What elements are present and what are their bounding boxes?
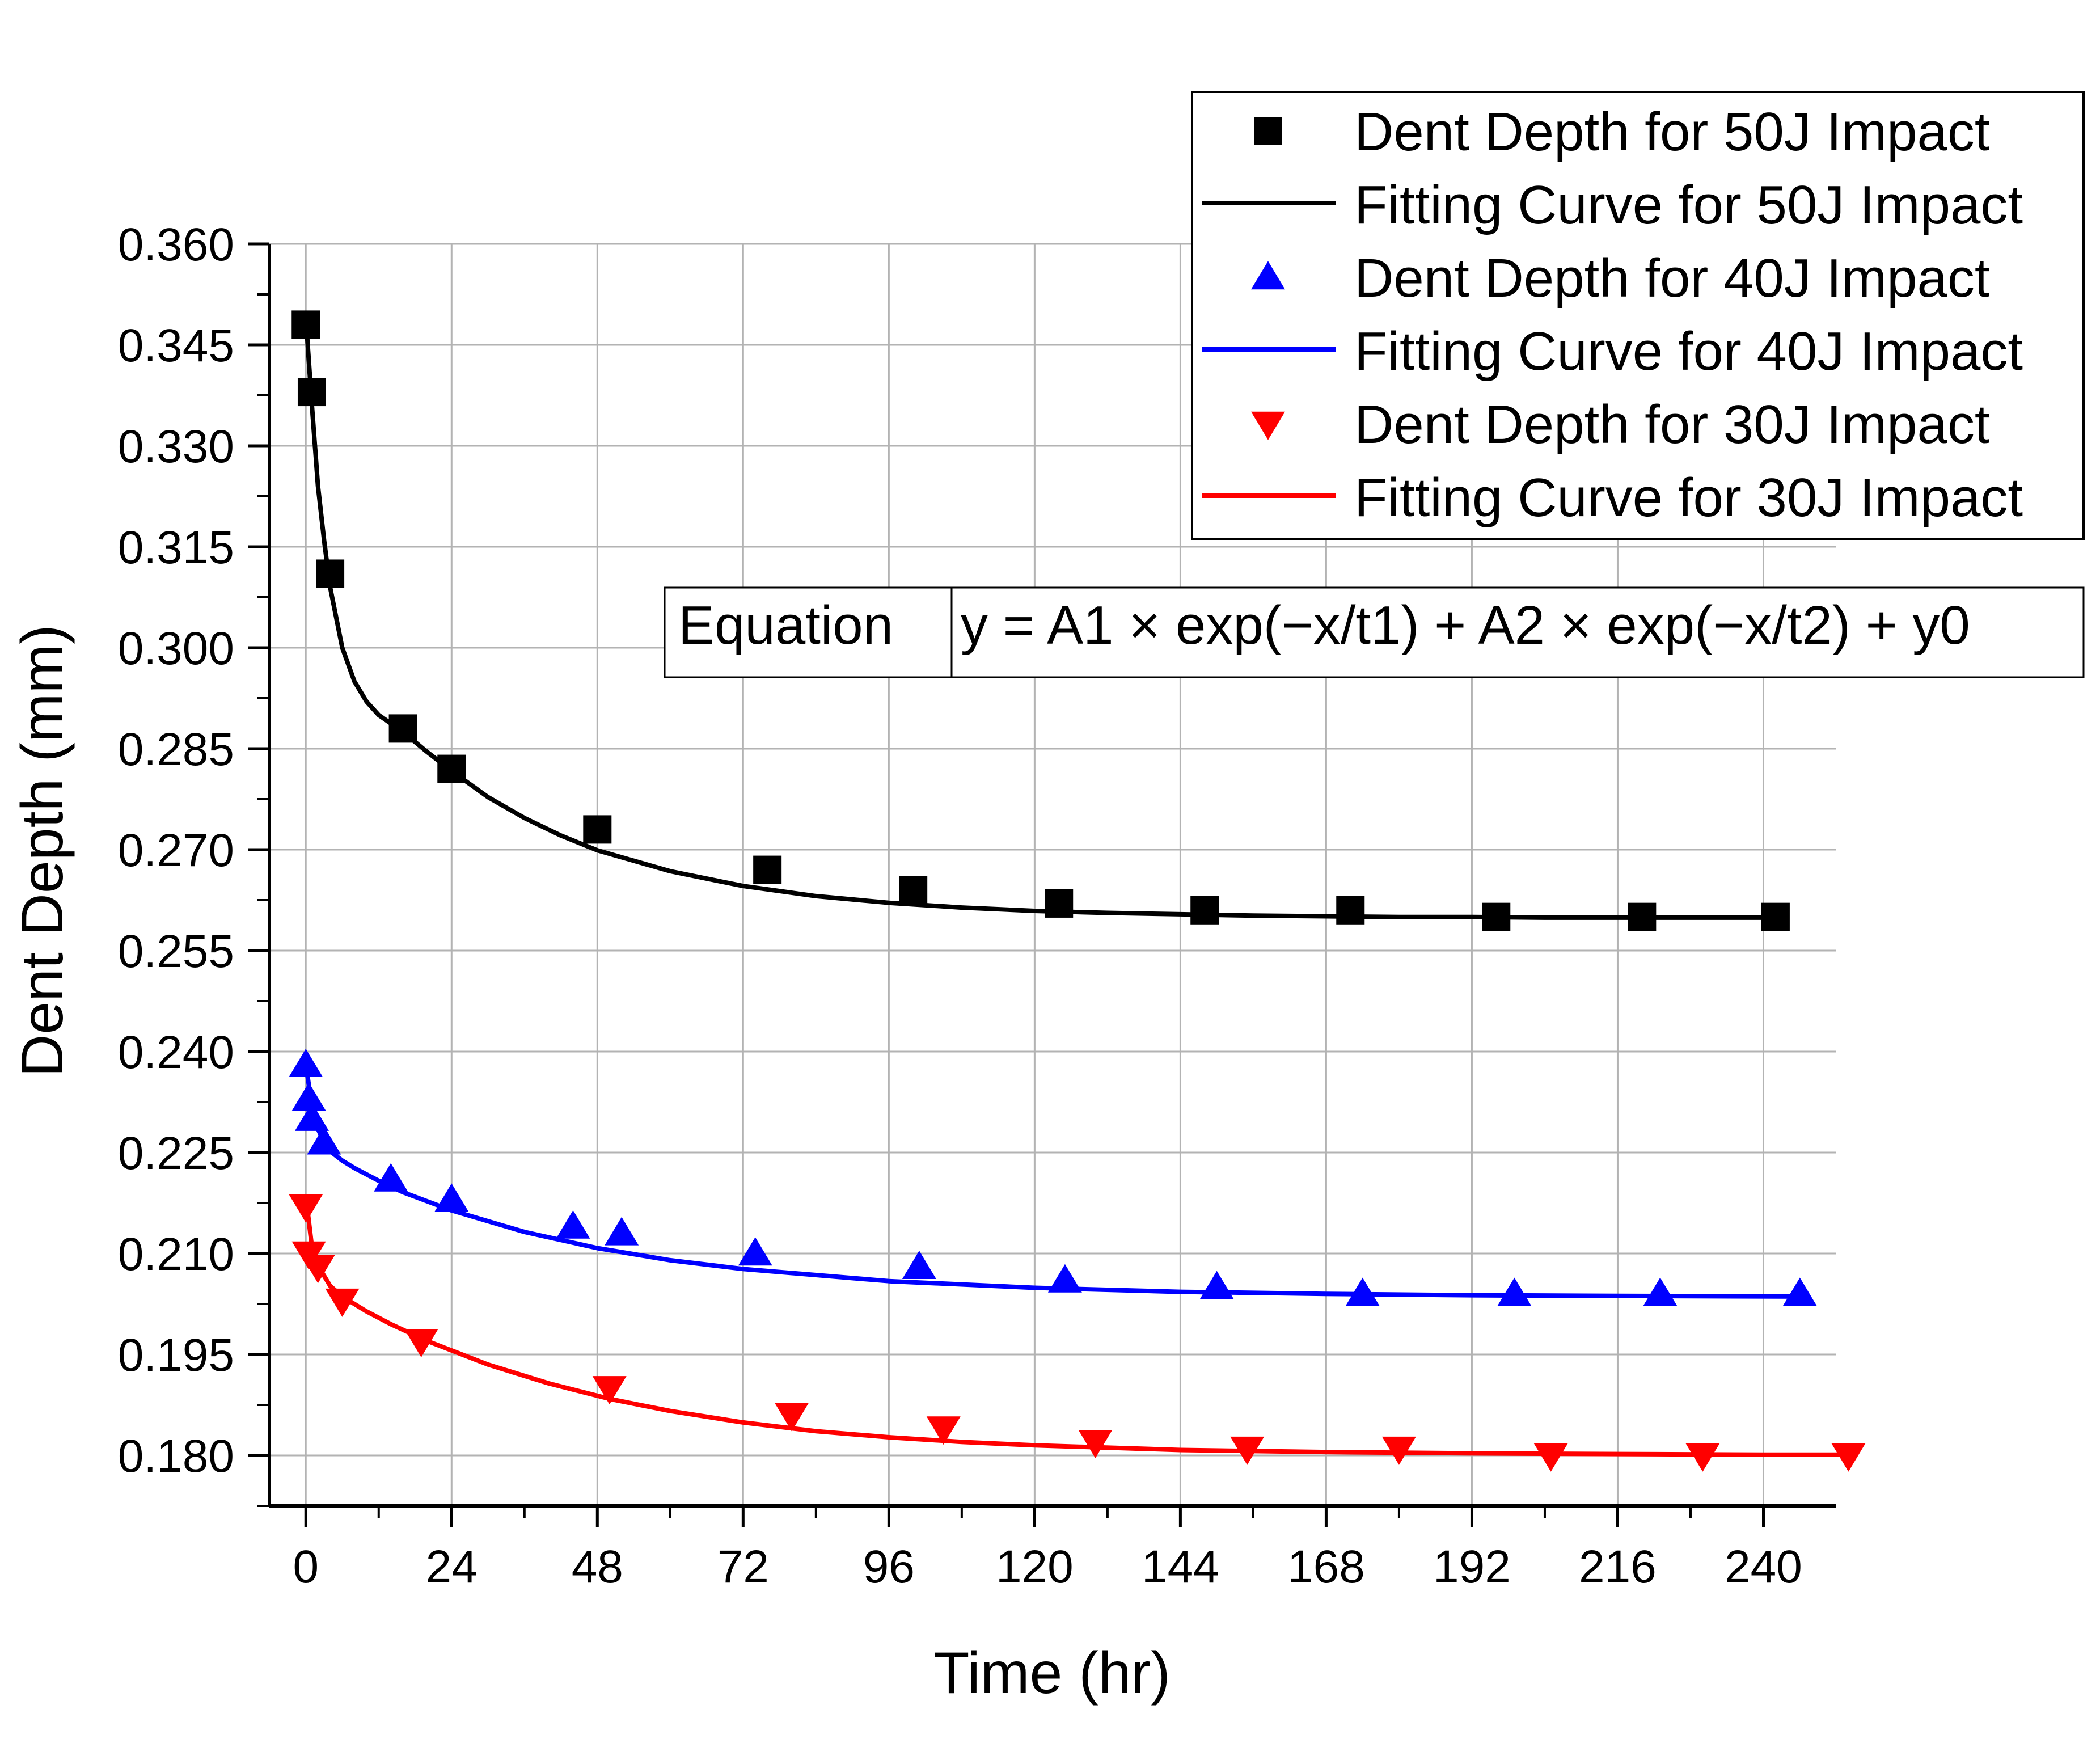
data-point-s4-0 xyxy=(289,1194,323,1223)
data-point-s4-4 xyxy=(404,1329,438,1358)
data-point-s2-15 xyxy=(1782,1277,1817,1306)
y-tick-label-12: 0.360 xyxy=(118,219,234,271)
data-point-s2-14 xyxy=(1643,1277,1678,1306)
x-tick-label-1: 24 xyxy=(426,1541,478,1593)
data-point-s0-13 xyxy=(1761,902,1790,931)
data-point-s0-10 xyxy=(1336,896,1365,925)
y-tick-label-2: 0.210 xyxy=(118,1229,234,1280)
y-tick-label-10: 0.330 xyxy=(118,421,234,472)
x-tick-label-8: 192 xyxy=(1433,1541,1511,1593)
y-tick-label-9: 0.315 xyxy=(118,522,234,573)
data-point-s0-8 xyxy=(1045,889,1074,918)
data-point-s2-11 xyxy=(1199,1271,1234,1299)
data-point-s0-11 xyxy=(1482,902,1511,931)
data-point-s4-7 xyxy=(926,1416,961,1445)
legend-label-1: Fitting Curve for 50J Impact xyxy=(1354,175,2023,235)
data-point-s2-5 xyxy=(434,1183,469,1212)
data-point-s4-12 xyxy=(1685,1443,1720,1472)
x-tick-label-10: 240 xyxy=(1725,1541,1802,1593)
legend-marker-0 xyxy=(1254,117,1282,145)
data-point-s2-1 xyxy=(291,1082,326,1111)
y-tick-label-8: 0.300 xyxy=(118,623,234,674)
legend-label-5: Fitting Curve for 30J Impact xyxy=(1354,467,2023,528)
legend-marker-4 xyxy=(1251,411,1285,440)
data-point-s2-3 xyxy=(307,1126,341,1155)
legend-label-2: Dent Depth for 40J Impact xyxy=(1354,248,1990,309)
data-point-s2-10 xyxy=(1047,1264,1082,1293)
data-point-s0-5 xyxy=(583,815,612,844)
y-tick-label-3: 0.225 xyxy=(118,1128,234,1179)
equation-box-frame xyxy=(664,586,2085,678)
x-tick-label-6: 144 xyxy=(1142,1541,1219,1593)
data-point-s0-0 xyxy=(291,310,320,339)
x-tick-label-3: 72 xyxy=(717,1541,769,1593)
data-point-s4-2 xyxy=(301,1255,335,1284)
data-point-s0-9 xyxy=(1190,896,1219,925)
data-point-s4-11 xyxy=(1533,1443,1568,1472)
data-point-s0-2 xyxy=(316,559,345,588)
legend-label-4: Dent Depth for 30J Impact xyxy=(1354,394,1990,455)
data-point-s2-2 xyxy=(294,1102,329,1131)
data-point-s4-3 xyxy=(325,1288,360,1317)
series-line-1 xyxy=(303,318,1776,920)
y-tick-label-7: 0.285 xyxy=(118,724,234,775)
y-tick-label-4: 0.240 xyxy=(118,1027,234,1078)
y-tick-label-11: 0.345 xyxy=(118,320,234,372)
data-point-s2-7 xyxy=(605,1217,639,1246)
equation-box: Equation y = A1 × exp(−x/t1) + A2 × exp(… xyxy=(664,586,2085,678)
data-point-s4-13 xyxy=(1831,1443,1866,1472)
data-point-s4-5 xyxy=(592,1376,627,1405)
x-tick-label-5: 120 xyxy=(996,1541,1074,1593)
axes: 0 24 48 72 96 120 144 168 192 216 240 0.180 0.195 0.2… xyxy=(118,219,1836,1593)
y-tick-label-1: 0.195 xyxy=(118,1329,234,1381)
legend-box xyxy=(1191,91,2085,540)
data-point-s2-0 xyxy=(289,1048,323,1077)
data-point-s4-10 xyxy=(1381,1436,1416,1465)
data-point-s0-12 xyxy=(1628,902,1657,931)
x-tick-label-9: 216 xyxy=(1579,1541,1657,1593)
data-point-s2-12 xyxy=(1345,1277,1380,1306)
x-axis-title: Time (hr) xyxy=(933,1640,1171,1706)
x-tick-label-4: 96 xyxy=(863,1541,915,1593)
data-point-s2-9 xyxy=(902,1250,936,1279)
data-point-s4-8 xyxy=(1078,1430,1113,1459)
data-point-s4-9 xyxy=(1230,1436,1265,1465)
data-point-s0-1 xyxy=(297,378,326,407)
data-point-s2-13 xyxy=(1497,1277,1532,1306)
data-point-s0-4 xyxy=(437,754,466,783)
equation-label: Equation xyxy=(678,595,893,656)
data-point-s2-6 xyxy=(556,1210,590,1239)
y-tick-label-6: 0.270 xyxy=(118,825,234,876)
data-point-s0-7 xyxy=(899,876,928,905)
legend: Dent Depth for 50J Impact Fitting Curve f… xyxy=(1191,91,2085,540)
data-point-s0-3 xyxy=(388,714,417,743)
y-tick-label-5: 0.255 xyxy=(118,926,234,977)
x-tick-label-0: 0 xyxy=(293,1541,319,1593)
y-tick-label-0: 0.180 xyxy=(118,1430,234,1482)
equation-formula: y = A1 × exp(−x/t1) + A2 × exp(−x/t2) + … xyxy=(961,595,1970,656)
legend-label-3: Fitting Curve for 40J Impact xyxy=(1354,321,2023,382)
x-tick-label-2: 48 xyxy=(572,1541,623,1593)
legend-label-0: Dent Depth for 50J Impact xyxy=(1354,102,1990,162)
data-point-s4-6 xyxy=(775,1403,809,1432)
series-layer xyxy=(289,310,1866,1472)
data-point-s2-4 xyxy=(374,1163,408,1192)
legend-marker-2 xyxy=(1251,261,1285,290)
x-tick-label-7: 168 xyxy=(1287,1541,1365,1593)
data-point-s2-8 xyxy=(738,1237,772,1266)
y-axis-title: Dent Depth (mm) xyxy=(10,624,75,1077)
data-point-s0-6 xyxy=(753,855,782,884)
